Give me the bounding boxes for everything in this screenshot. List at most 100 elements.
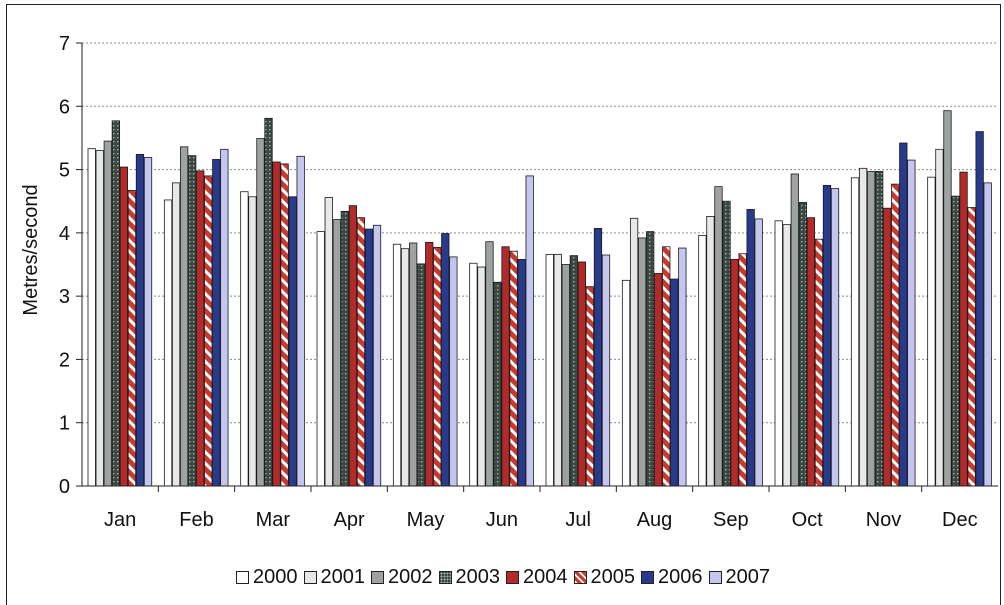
legend-label: 2000 — [253, 566, 298, 589]
bar-2003-Jan — [112, 121, 119, 486]
bar-2000-Jul — [546, 254, 553, 486]
legend-label: 2004 — [523, 566, 568, 589]
bar-2001-Aug — [630, 218, 637, 486]
bar-2000-Sep — [699, 235, 706, 486]
y-tick-label: 4 — [59, 223, 70, 245]
bar-2002-Dec — [944, 111, 951, 486]
x-tick-label: Aug — [637, 509, 673, 531]
y-tick-label: 6 — [59, 96, 70, 118]
bar-2006-Nov — [900, 143, 907, 486]
bar-2000-May — [393, 244, 400, 486]
bar-2004-Feb — [197, 171, 204, 486]
legend-label: 2005 — [591, 566, 636, 589]
bar-2001-Dec — [936, 149, 943, 486]
legend-item-2006: 2006 — [641, 566, 703, 589]
legend-swatch — [641, 571, 654, 584]
y-tick-label: 1 — [59, 413, 70, 435]
bar-2000-Jun — [470, 263, 477, 486]
legend-label: 2001 — [321, 566, 366, 589]
bar-2006-Feb — [213, 159, 220, 486]
y-tick-label: 5 — [59, 160, 70, 182]
bar-2002-Nov — [867, 171, 874, 486]
x-tick-label: Feb — [179, 509, 213, 531]
bar-2006-Aug — [671, 279, 678, 486]
legend-label: 2003 — [456, 566, 501, 589]
bar-2001-Oct — [783, 225, 790, 486]
bar-2007-Aug — [679, 248, 686, 486]
bar-2002-May — [409, 243, 416, 486]
bar-2005-Oct — [815, 239, 822, 486]
bar-2006-Oct — [823, 185, 830, 486]
bar-2005-Jun — [510, 251, 517, 486]
bar-2001-Sep — [707, 216, 714, 486]
bar-2001-Nov — [859, 168, 866, 486]
bar-2002-Feb — [180, 147, 187, 486]
bar-2000-Feb — [164, 200, 171, 486]
x-tick-label: Jun — [486, 509, 518, 531]
legend-swatch — [506, 571, 519, 584]
bar-2006-Dec — [976, 132, 983, 486]
bar-2001-Jun — [478, 267, 485, 486]
bar-2001-Feb — [172, 183, 179, 486]
legend-label: 2007 — [726, 566, 771, 589]
bar-2005-Nov — [892, 184, 899, 486]
legend-item-2000: 2000 — [236, 566, 298, 589]
legend-item-2004: 2004 — [506, 566, 568, 589]
bar-2006-May — [442, 233, 449, 486]
bar-2001-Mar — [249, 197, 256, 486]
bar-2007-Jul — [602, 255, 609, 486]
bar-2005-Sep — [739, 254, 746, 486]
bar-2002-Oct — [791, 174, 798, 486]
bar-2001-Apr — [325, 197, 332, 486]
bar-2003-Aug — [646, 232, 653, 486]
bar-2004-Oct — [807, 218, 814, 486]
bar-2004-Jun — [502, 247, 509, 486]
bar-2006-Apr — [365, 229, 372, 486]
bar-2006-Jan — [136, 154, 143, 486]
legend: 2000 2001 2002 2003 2004 2005 2006 2007 — [236, 565, 776, 589]
legend-item-2007: 2007 — [709, 566, 771, 589]
y-tick-label: 7 — [59, 33, 70, 55]
bar-2004-Mar — [273, 162, 280, 486]
bar-2005-Jan — [128, 190, 135, 486]
x-tick-label: Oct — [792, 509, 824, 531]
bar-2003-Mar — [265, 118, 272, 486]
legend-swatch — [574, 571, 587, 584]
y-tick-label: 0 — [59, 476, 70, 498]
x-tick-label: Dec — [942, 509, 978, 531]
bar-2002-Jan — [104, 141, 111, 486]
bar-2007-Feb — [221, 149, 228, 486]
bar-2004-Apr — [349, 206, 356, 486]
legend-swatch — [236, 571, 249, 584]
legend-label: 2006 — [658, 566, 703, 589]
x-tick-label: Mar — [256, 509, 291, 531]
bar-2007-Mar — [297, 156, 304, 486]
bar-2002-Jun — [486, 242, 493, 486]
legend-swatch — [371, 571, 384, 584]
legend-swatch — [709, 571, 722, 584]
bar-2007-Jan — [144, 158, 151, 486]
legend-swatch — [304, 571, 317, 584]
bar-2003-May — [417, 264, 424, 486]
bar-2004-May — [426, 242, 433, 486]
legend-swatch — [439, 571, 452, 584]
bar-2007-Nov — [908, 160, 915, 486]
bar-2001-Jul — [554, 254, 561, 486]
bar-2003-Nov — [875, 171, 882, 486]
legend-item-2003: 2003 — [439, 566, 501, 589]
bar-2000-Mar — [241, 192, 248, 486]
bar-2007-Sep — [755, 219, 762, 486]
bar-2002-Mar — [257, 139, 264, 486]
bar-2002-Aug — [638, 238, 645, 486]
y-axis-label: Metres/second — [20, 184, 42, 315]
bar-2003-Feb — [188, 156, 195, 486]
bar-2004-Sep — [731, 259, 738, 486]
legend-item-2005: 2005 — [574, 566, 636, 589]
x-tick-label: Apr — [334, 509, 365, 531]
x-tick-label: Nov — [866, 509, 902, 531]
bar-2004-Aug — [655, 273, 662, 486]
bar-2006-Jul — [594, 228, 601, 486]
bar-2005-Mar — [281, 164, 288, 486]
bar-2004-Dec — [960, 172, 967, 486]
bar-2007-Dec — [984, 183, 991, 486]
